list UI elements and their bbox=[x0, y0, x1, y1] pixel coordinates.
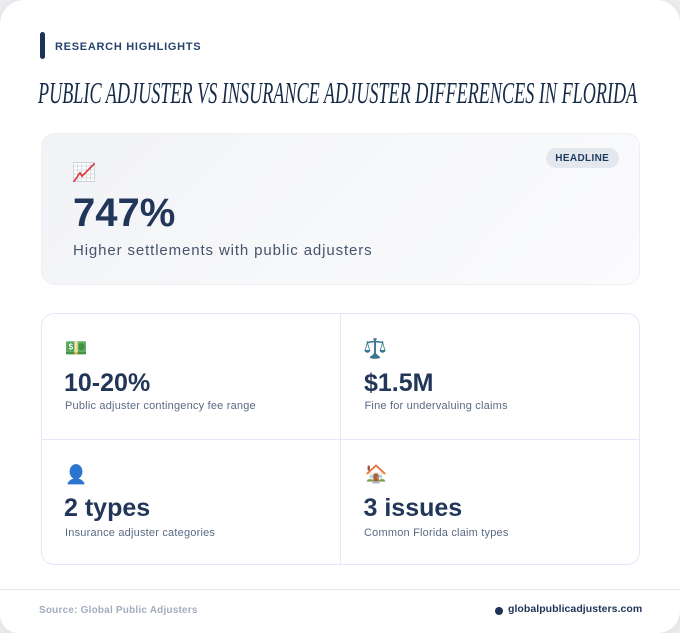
svg-text:$: $ bbox=[69, 343, 74, 352]
